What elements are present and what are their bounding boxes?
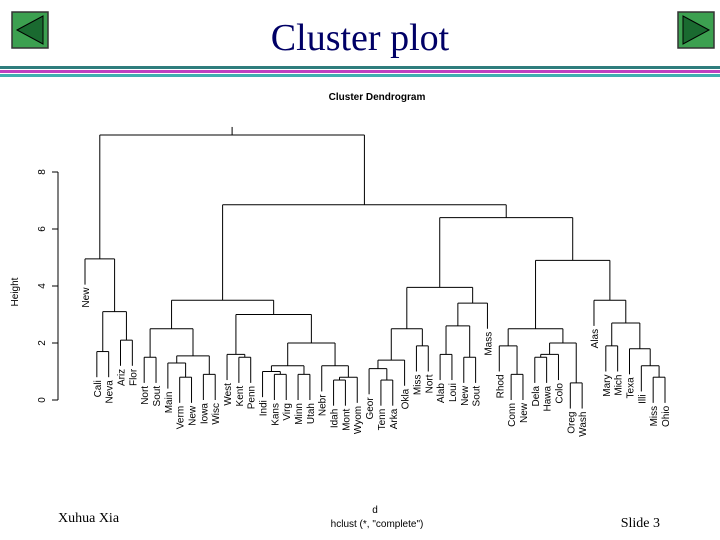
y-tick-label: 8 xyxy=(37,169,48,175)
y-tick-label: 6 xyxy=(37,226,48,232)
leaf-label: West xyxy=(223,383,234,406)
y-tick-label: 2 xyxy=(37,340,48,346)
leaf-label: Utah xyxy=(306,403,317,424)
stripe xyxy=(0,70,720,73)
leaf-label: Illi xyxy=(637,394,648,403)
slide-title: Cluster plot xyxy=(271,17,450,59)
leaf-label: Cali xyxy=(93,380,104,397)
leaf-label: Alab xyxy=(436,383,447,403)
y-tick-label: 4 xyxy=(37,283,48,289)
leaf-label: Loui xyxy=(448,383,459,402)
slide-number: Slide 3 xyxy=(621,516,660,531)
leaf-label: Arka xyxy=(389,408,400,429)
stripe xyxy=(0,66,720,69)
leaf-label: Miss xyxy=(412,375,423,396)
leaf-label: Indi xyxy=(259,400,270,416)
leaf-label: Sout xyxy=(472,386,483,407)
chart-title: Cluster Dendrogram xyxy=(329,92,426,103)
leaf-label: Tenn xyxy=(377,409,388,431)
x-axis-label: d xyxy=(372,505,378,516)
leaf-label: Kent xyxy=(235,386,246,407)
leaf-label: New xyxy=(519,402,530,423)
leaf-label: Wash xyxy=(578,412,589,437)
stripe xyxy=(0,74,720,77)
leaf-label: Conn xyxy=(507,403,518,427)
leaf-label: Mich xyxy=(614,375,625,396)
leaf-label: Nort xyxy=(140,386,151,405)
next-button[interactable] xyxy=(677,11,715,49)
leaf-label: Wisc xyxy=(211,403,222,425)
leaf-label: Minn xyxy=(294,403,305,425)
leaf-label: Colo xyxy=(554,383,565,404)
leaf-label: Kans xyxy=(270,403,281,426)
leaf-label: Hawa xyxy=(543,385,554,411)
leaf-label: Mass xyxy=(483,332,494,356)
leaf-label: Flor xyxy=(128,368,139,386)
author: Xuhua Xia xyxy=(58,511,120,526)
leaf-label: Mary xyxy=(602,375,613,397)
leaf-label: Oreg xyxy=(566,412,577,434)
leaf-label: Virg xyxy=(282,403,293,421)
leaf-label: Mont xyxy=(341,408,352,430)
leaf-label: Ariz xyxy=(117,369,128,386)
leaf-label: Okla xyxy=(401,388,412,409)
leaf-label: Idah xyxy=(330,409,341,428)
leaf-label: New xyxy=(460,385,471,406)
y-tick-label: 0 xyxy=(37,397,48,403)
leaf-label: Texa xyxy=(625,377,636,399)
leaf-label: Wyom xyxy=(353,406,364,434)
leaf-label: New xyxy=(81,287,92,308)
prev-button[interactable] xyxy=(11,11,49,49)
leaf-label: Nort xyxy=(424,374,435,393)
leaf-label: Dela xyxy=(531,385,542,406)
leaf-label: Main xyxy=(164,392,175,414)
leaf-label: Verm xyxy=(176,406,187,429)
leaf-label: Miss xyxy=(649,406,660,427)
leaf-label: Nebr xyxy=(318,394,329,416)
leaf-label: Penn xyxy=(247,386,258,409)
leaf-label: Geor xyxy=(365,397,376,420)
chart-subtitle: hclust (*, "complete") xyxy=(331,519,424,530)
leaf-label: New xyxy=(188,405,199,426)
leaf-label: Iowa xyxy=(199,403,210,425)
leaf-label: Ohio xyxy=(661,405,672,427)
leaf-label: Sout xyxy=(152,386,163,407)
y-axis-label: Height xyxy=(10,277,21,306)
leaf-label: Rhod xyxy=(495,375,506,399)
leaf-label: Neva xyxy=(105,380,116,404)
leaf-label: Alas xyxy=(590,329,601,348)
